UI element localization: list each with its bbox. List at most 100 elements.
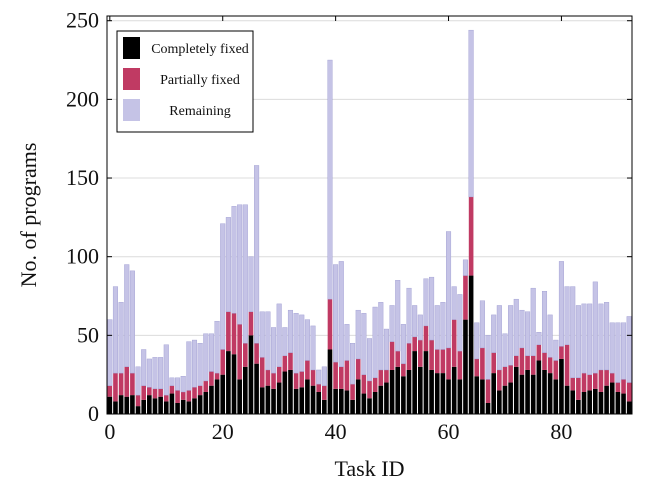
bar-segment-remaining: [581, 303, 587, 374]
bar-segment-remaining: [440, 302, 446, 350]
bar-segment-remaining: [242, 204, 248, 344]
bar-segment-partially-fixed: [423, 325, 429, 352]
bar-segment-completely-fixed: [559, 358, 564, 414]
bar-segment-partially-fixed: [434, 349, 440, 374]
y-axis-title: No. of programs: [16, 143, 41, 288]
bar-segment-remaining: [457, 294, 463, 352]
bar-segment-partially-fixed: [429, 340, 434, 370]
bar-segment-completely-fixed: [536, 360, 542, 414]
bar-segment-partially-fixed: [242, 343, 248, 367]
bar-segment-partially-fixed: [180, 391, 186, 400]
bar-segment-completely-fixed: [587, 390, 592, 414]
bar-segment-completely-fixed: [180, 399, 186, 414]
bar-segment-partially-fixed: [316, 384, 322, 392]
bar-segment-partially-fixed: [474, 358, 480, 377]
bar-segment-completely-fixed: [107, 396, 113, 414]
bar-segment-partially-fixed: [463, 275, 468, 320]
legend-label: Completely fixed: [151, 42, 249, 57]
bar-segment-partially-fixed: [355, 358, 361, 380]
bar-segment-partially-fixed: [621, 379, 626, 394]
bar-segment-completely-fixed: [581, 391, 587, 414]
bar-segment-completely-fixed: [384, 382, 389, 414]
bar-segment-partially-fixed: [361, 374, 367, 394]
bar-segment-remaining: [451, 286, 457, 320]
bar-segment-completely-fixed: [344, 390, 350, 414]
bar-segment-completely-fixed: [152, 398, 158, 414]
bar-segment-partially-fixed: [457, 351, 463, 380]
bar-segment-partially-fixed: [276, 366, 282, 383]
bar-segment-partially-fixed: [440, 349, 446, 374]
bar-segment-remaining: [491, 314, 497, 353]
bar-segment-remaining: [214, 320, 220, 374]
bar-segment-partially-fixed: [497, 369, 502, 391]
bar-segment-completely-fixed: [113, 401, 118, 414]
bar-segment-partially-fixed: [592, 373, 598, 389]
bar-segment-partially-fixed: [412, 336, 417, 352]
bar-segment-partially-fixed: [491, 352, 497, 374]
bar-segment-remaining: [587, 303, 593, 375]
bar-segment-partially-fixed: [265, 369, 271, 386]
bar-segment-completely-fixed: [169, 393, 175, 414]
bar-segment-completely-fixed: [310, 385, 316, 414]
bar-segment-remaining: [621, 322, 627, 380]
bar-segment-remaining: [417, 314, 423, 341]
bar-segment-partially-fixed: [163, 395, 169, 402]
bar-segment-partially-fixed: [237, 324, 242, 380]
bar-segment-completely-fixed: [276, 382, 282, 414]
bar-segment-remaining: [530, 287, 536, 356]
bar-segment-completely-fixed: [570, 390, 576, 414]
bar-segment-partially-fixed: [169, 385, 175, 394]
bar-segment-remaining: [485, 335, 491, 380]
bar-segment-remaining: [265, 311, 271, 371]
bar-segment-remaining: [338, 261, 344, 368]
bar-segment-remaining: [547, 314, 553, 358]
bar-segment-partially-fixed: [327, 299, 333, 350]
bar-segment-remaining: [592, 281, 598, 374]
bar-segment-remaining: [124, 264, 130, 367]
bar-segment-completely-fixed: [333, 388, 338, 414]
bar-segment-partially-fixed: [480, 347, 485, 380]
bar-segment-completely-fixed: [186, 401, 192, 414]
bar-segment-remaining: [175, 377, 181, 391]
bar-segment-remaining: [158, 357, 164, 390]
bar-segment-partially-fixed: [135, 395, 141, 407]
bar-segment-completely-fixed: [130, 395, 135, 414]
bar-segment-partially-fixed: [226, 311, 231, 352]
bar-segment-remaining: [372, 306, 378, 379]
bar-segment-partially-fixed: [564, 344, 570, 386]
bars: [107, 29, 632, 414]
bar-segment-partially-fixed: [310, 369, 316, 386]
bar-segment-partially-fixed: [609, 373, 615, 383]
bar-segment-remaining: [361, 313, 367, 375]
bar-segment-partially-fixed: [186, 390, 192, 402]
bar-segment-partially-fixed: [513, 355, 519, 367]
bar-segment-completely-fixed: [576, 399, 581, 414]
bar-segment-remaining: [231, 206, 237, 314]
bar-segment-completely-fixed: [209, 385, 214, 414]
bar-segment-partially-fixed: [305, 360, 310, 380]
bar-segment-partially-fixed: [333, 362, 338, 389]
x-tick-label: 60: [438, 419, 460, 444]
bar-segment-completely-fixed: [141, 399, 147, 414]
bar-segment-remaining: [135, 366, 141, 396]
bar-segment-partially-fixed: [299, 371, 305, 388]
bar-segment-remaining: [508, 305, 514, 366]
bar-segment-partially-fixed: [508, 365, 513, 383]
bar-segment-completely-fixed: [604, 385, 609, 414]
bar-segment-completely-fixed: [609, 382, 615, 414]
bar-segment-completely-fixed: [163, 401, 169, 414]
bar-segment-completely-fixed: [355, 379, 361, 414]
bar-segment-remaining: [208, 333, 214, 372]
bar-segment-partially-fixed: [231, 313, 237, 355]
bar-segment-partially-fixed: [322, 385, 327, 400]
bar-segment-completely-fixed: [282, 371, 288, 414]
bar-segment-partially-fixed: [147, 387, 152, 396]
bar-segment-partially-fixed: [485, 379, 491, 403]
bar-segment-remaining: [468, 29, 474, 198]
x-tick-label: 40: [325, 419, 347, 444]
bar-segment-partially-fixed: [197, 385, 203, 396]
bar-segment-completely-fixed: [299, 387, 305, 414]
legend-label: Remaining: [169, 104, 230, 119]
bar-segment-partially-fixed: [536, 344, 542, 361]
